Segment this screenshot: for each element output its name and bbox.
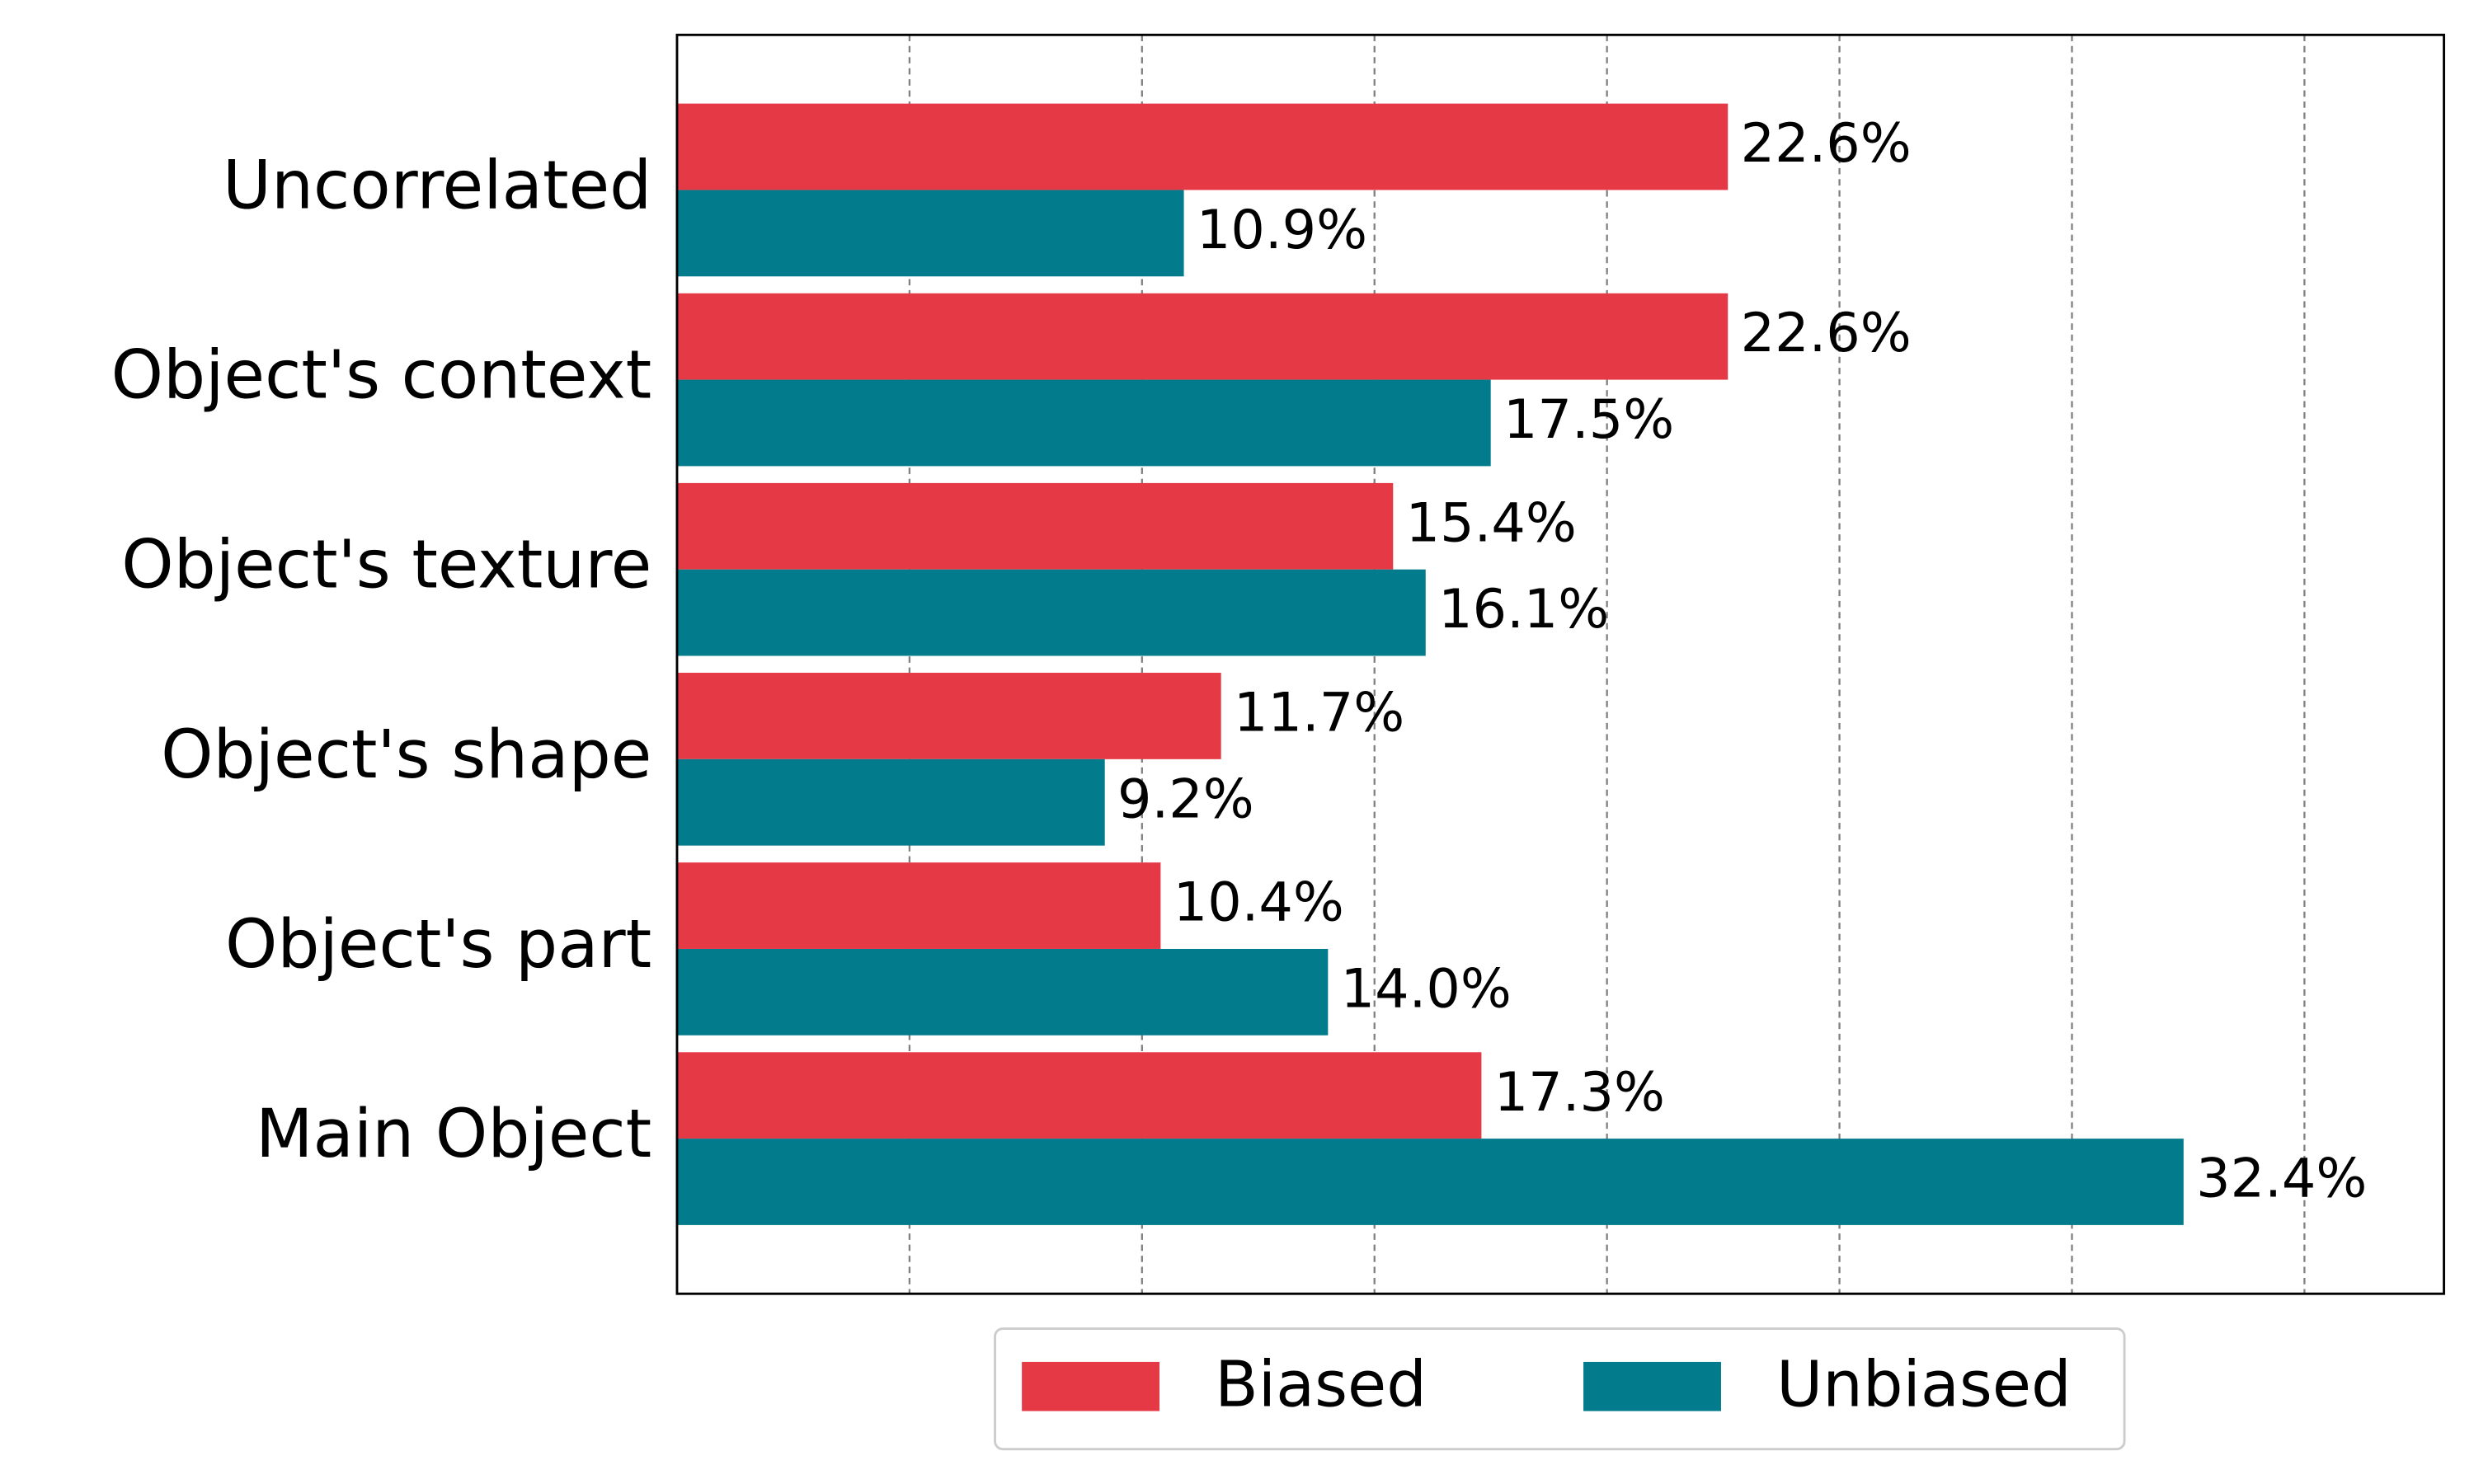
legend-swatch xyxy=(1022,1361,1160,1411)
y-tick-label: Object's texture xyxy=(121,527,651,604)
y-tick-label: Object's context xyxy=(111,336,652,414)
value-label: 16.1% xyxy=(1438,578,1609,641)
bar xyxy=(676,1139,2184,1225)
bar xyxy=(676,482,1394,570)
value-label: 15.4% xyxy=(1406,491,1577,554)
value-label: 14.0% xyxy=(1341,957,1512,1020)
legend-box xyxy=(994,1327,2126,1451)
legend-label: Unbiased xyxy=(1776,1349,2072,1422)
value-label: 11.7% xyxy=(1234,681,1404,744)
bar xyxy=(676,293,1729,380)
value-label: 32.4% xyxy=(2196,1148,2367,1210)
bar xyxy=(676,190,1184,277)
bar xyxy=(676,103,1729,190)
y-tick-label: Object's part xyxy=(225,906,651,984)
plot-frame xyxy=(675,33,2445,1295)
value-label: 17.5% xyxy=(1503,388,1674,451)
value-label: 10.4% xyxy=(1174,871,1344,934)
bar xyxy=(676,758,1105,846)
y-tick-label: Main Object xyxy=(256,1096,651,1173)
bar xyxy=(676,1052,1482,1139)
value-label: 10.9% xyxy=(1197,199,1367,261)
bar xyxy=(676,569,1426,656)
y-tick-label: Object's shape xyxy=(161,716,651,794)
y-tick-label: Uncorrelated xyxy=(223,147,651,224)
bar xyxy=(676,862,1161,949)
legend-label: Biased xyxy=(1215,1349,1427,1422)
bar xyxy=(676,948,1329,1036)
bar xyxy=(676,379,1491,467)
legend-swatch xyxy=(1583,1361,1721,1411)
value-label: 22.6% xyxy=(1741,302,1912,364)
value-label: 9.2% xyxy=(1117,768,1254,830)
bar xyxy=(676,673,1221,759)
value-label: 22.6% xyxy=(1741,112,1912,175)
value-label: 17.3% xyxy=(1494,1061,1665,1124)
